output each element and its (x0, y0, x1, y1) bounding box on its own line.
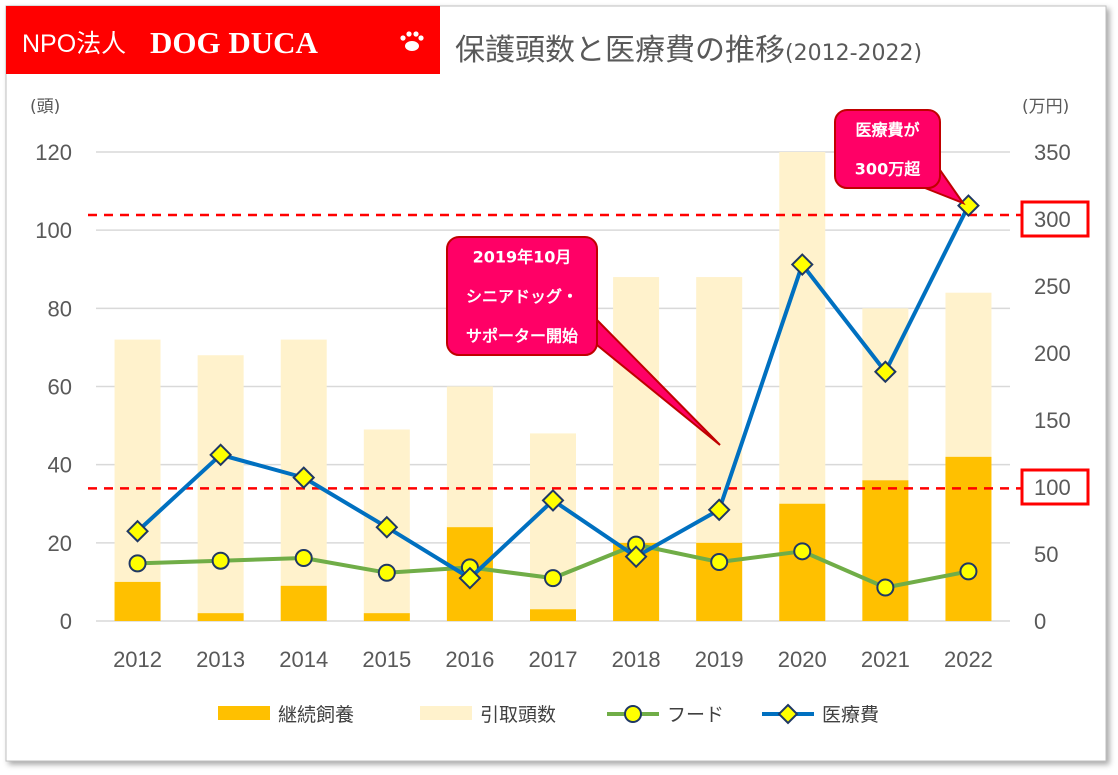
right-tick-label: 200 (1034, 341, 1071, 366)
marker-food (294, 549, 313, 568)
left-tick-label: 20 (48, 531, 72, 556)
marker-medical (790, 253, 814, 276)
bar-keizoku (280, 585, 327, 621)
callout-text: 医療費が (855, 121, 919, 140)
marker-food (377, 563, 396, 582)
left-tick-label: 40 (48, 453, 72, 478)
x-tick-label: 2015 (362, 647, 411, 672)
left-axis-unit: (頭) (30, 97, 60, 117)
marker-food (211, 551, 230, 570)
highlight-box (1020, 200, 1090, 238)
legend-label: 引取頭数 (480, 704, 556, 726)
bar-keizoku (779, 503, 826, 621)
bar-keizoku (363, 613, 410, 621)
marker-medical (458, 566, 482, 590)
left-tick-label: 0 (60, 609, 72, 634)
logo-prefix: NPO法人 (22, 30, 126, 58)
callout-box (834, 109, 941, 189)
legend-label: 医療費 (822, 704, 879, 726)
right-axis-unit: (万円) (1022, 97, 1069, 117)
legend-swatch (420, 706, 472, 720)
marker-medical (541, 488, 565, 512)
highlight-box (1020, 468, 1090, 506)
right-tick-label: 50 (1034, 542, 1058, 567)
legend-marker (624, 705, 642, 723)
marker-medical (624, 545, 648, 569)
right-tick-label: 250 (1034, 274, 1071, 299)
x-tick-label: 2022 (944, 647, 993, 672)
x-tick-label: 2018 (612, 647, 661, 672)
x-tick-label: 2012 (113, 647, 162, 672)
x-tick-label: 2020 (778, 647, 827, 672)
chart-title: 保護頭数と医療費の推移(2012-2022) (455, 33, 922, 68)
logo-banner (6, 6, 440, 74)
x-tick-label: 2014 (279, 647, 328, 672)
left-tick-label: 100 (35, 218, 72, 243)
marker-food (793, 542, 812, 561)
right-tick-label: 100 (1034, 475, 1071, 500)
callout-text: シニアドッグ・ (466, 287, 578, 306)
bar-keizoku (197, 613, 244, 621)
bar-keizoku (862, 480, 909, 621)
bar-keizoku (114, 581, 161, 621)
x-tick-label: 2017 (529, 647, 578, 672)
x-tick-label: 2016 (445, 647, 494, 672)
left-tick-label: 80 (48, 296, 72, 321)
marker-food (876, 578, 895, 597)
callout-text: 300万超 (855, 160, 921, 179)
bar-hikitori (114, 339, 161, 621)
logo-name: DOG DUCA (150, 25, 319, 60)
right-tick-label: 150 (1034, 408, 1071, 433)
right-tick-label: 300 (1034, 207, 1071, 232)
marker-medical (209, 443, 233, 467)
legend-marker (777, 703, 799, 725)
callout-box (446, 236, 598, 356)
left-tick-label: 120 (35, 140, 72, 165)
marker-food (544, 569, 562, 588)
marker-food (128, 554, 147, 573)
legend-label: フード (667, 704, 724, 726)
marker-medical (126, 519, 149, 543)
left-tick-label: 60 (48, 375, 72, 400)
bar-keizoku (945, 456, 992, 621)
legend-label: 継続飼養 (278, 704, 354, 726)
x-tick-label: 2021 (861, 647, 910, 672)
right-tick-label: 350 (1034, 140, 1071, 165)
callout-text: サポーター開始 (466, 326, 578, 345)
marker-medical (707, 498, 731, 522)
bar-hikitori (530, 433, 576, 621)
marker-medical (873, 360, 897, 384)
paw-icon (400, 31, 424, 51)
bar-keizoku (530, 609, 576, 621)
legend-swatch (218, 706, 270, 720)
marker-food (710, 553, 729, 572)
marker-medical (375, 515, 399, 539)
marker-medical (292, 466, 316, 490)
right-tick-label: 0 (1034, 609, 1046, 634)
callout-text: 2019年10月 (473, 248, 572, 267)
x-tick-label: 2013 (196, 647, 245, 672)
marker-food (959, 562, 978, 581)
x-tick-label: 2019 (695, 647, 744, 672)
